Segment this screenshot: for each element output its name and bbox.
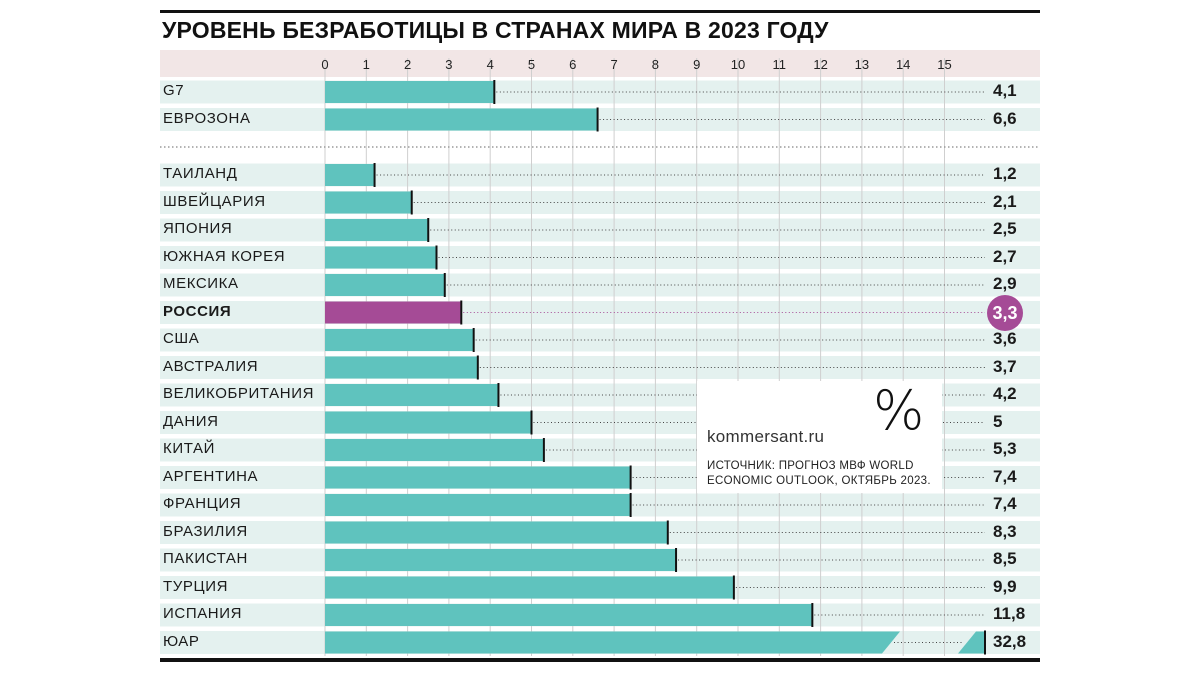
x-tick-label: 12 <box>813 57 827 72</box>
row-label: ЮАР <box>163 632 200 650</box>
bar <box>325 356 478 379</box>
row-label: ПАКИСТАН <box>163 550 248 567</box>
highlight-value-badge: 3,3 <box>987 294 1023 331</box>
row-label: ЕВРОЗОНА <box>163 109 251 127</box>
x-tick-label: 15 <box>937 57 951 72</box>
row-label: ФРАНЦИЯ <box>163 495 242 512</box>
bar <box>325 411 532 434</box>
bar <box>325 274 445 296</box>
row-label: ТУРЦИЯ <box>163 577 229 595</box>
row-value: 32,8 <box>993 631 1027 651</box>
source-box: % kommersant.ru ИСТОЧНИК: ПРОГНОЗ МВФ WO… <box>697 381 942 493</box>
x-tick-label: 2 <box>404 57 411 72</box>
row-band <box>160 163 1040 187</box>
row-value: 7,4 <box>993 466 1017 486</box>
row-value: 2,7 <box>993 246 1017 266</box>
row-value: 3,6 <box>993 329 1017 348</box>
row-value: 2,1 <box>993 191 1017 211</box>
row-label: КИТАЙ <box>163 440 215 457</box>
bar-tail <box>958 631 985 654</box>
row-label: АРГЕНТИНА <box>163 467 259 485</box>
row-label: ДАНИЯ <box>163 412 219 430</box>
bar <box>325 439 544 461</box>
row-band <box>160 356 1040 379</box>
row-value: 2,5 <box>993 219 1017 238</box>
row-value: 4,2 <box>993 384 1017 403</box>
bar <box>325 604 813 626</box>
row-label: ИСПАНИЯ <box>163 605 243 622</box>
bar <box>325 81 495 103</box>
row-label: ЮЖНАЯ КОРЕЯ <box>163 247 286 265</box>
row-label: РОССИЯ <box>163 302 232 320</box>
x-tick-label: 4 <box>487 57 494 72</box>
bar <box>325 246 437 269</box>
row-label: ШВЕЙЦАРИЯ <box>163 192 266 210</box>
bar <box>325 549 677 571</box>
row-band <box>160 80 1040 104</box>
bar <box>325 576 734 599</box>
row-value: 11,8 <box>993 604 1026 623</box>
row-value: 2,9 <box>993 274 1017 293</box>
row-label: ВЕЛИКОБРИТАНИЯ <box>163 385 315 402</box>
row-band <box>160 328 1040 352</box>
row-label: G7 <box>163 82 185 99</box>
row-band <box>160 218 1040 242</box>
x-tick-label: 10 <box>731 57 745 72</box>
site-name: kommersant.ru <box>707 427 825 446</box>
bar <box>325 329 474 351</box>
axis-tick-band <box>160 50 1040 77</box>
row-value: 7,4 <box>993 494 1017 513</box>
bar <box>325 219 429 241</box>
bar <box>325 301 462 324</box>
chart-title: УРОВЕНЬ БЕЗРАБОТИЦЫ В СТРАНАХ МИРА В 202… <box>162 17 829 43</box>
bar <box>325 108 598 131</box>
row-value: 6,6 <box>993 108 1017 128</box>
row-label: АВСТРАЛИЯ <box>163 357 259 375</box>
row-label: ЯПОНИЯ <box>163 220 233 237</box>
row-value: 5,3 <box>993 439 1017 458</box>
bar <box>325 384 499 406</box>
row-label: БРАЗИЛИЯ <box>163 522 248 540</box>
bar <box>325 191 412 214</box>
row-label: ТАИЛАНД <box>163 165 238 182</box>
bar <box>325 521 668 544</box>
percent-symbol: % <box>873 379 925 442</box>
title-top-rule <box>160 10 1040 13</box>
row-value: 5 <box>993 411 1003 431</box>
row-value: 9,9 <box>993 576 1017 596</box>
x-tick-label: 0 <box>321 57 328 72</box>
x-tick-label: 8 <box>652 57 659 72</box>
x-tick-label: 1 <box>363 57 370 72</box>
source-note: ИСТОЧНИК: ПРОГНОЗ МВФ WORLD ECONOMIC OUT… <box>707 460 931 487</box>
x-tick-label: 6 <box>569 57 576 72</box>
x-tick-label: 11 <box>773 57 787 72</box>
row-value: 8,3 <box>993 521 1017 541</box>
x-tick-label: 13 <box>855 57 869 72</box>
x-tick-label: 3 <box>445 57 452 72</box>
bar <box>325 164 375 186</box>
bottom-rule <box>160 658 1040 662</box>
row-band <box>160 273 1040 297</box>
row-value: 8,5 <box>993 549 1017 568</box>
x-tick-label: 14 <box>896 57 910 72</box>
bar <box>325 631 900 654</box>
row-label: МЕКСИКА <box>163 275 239 292</box>
x-tick-label: 5 <box>528 57 535 72</box>
row-value: 1,2 <box>993 164 1017 183</box>
bar <box>325 494 631 516</box>
x-tick-label: 9 <box>693 57 700 72</box>
row-label: США <box>163 330 200 347</box>
x-tick-label: 7 <box>610 57 617 72</box>
row-value: 4,1 <box>993 81 1017 100</box>
row-value: 3,7 <box>993 356 1017 376</box>
bar <box>325 466 631 489</box>
